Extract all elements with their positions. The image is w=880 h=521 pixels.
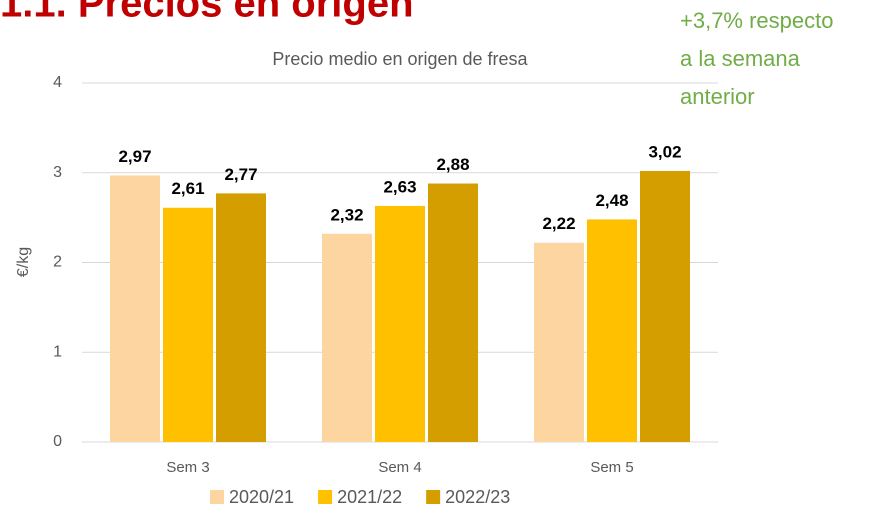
data-label: 2,48: [595, 191, 628, 210]
legend-swatch: [426, 490, 441, 504]
legend-label: 2022/23: [445, 487, 510, 507]
y-tick-label: 1: [53, 343, 62, 360]
data-label: 2,77: [224, 165, 257, 184]
bar: [110, 175, 160, 442]
data-label: 2,63: [383, 177, 416, 196]
bar: [587, 219, 637, 442]
chart-title: Precio medio en origen de fresa: [272, 49, 528, 69]
data-label: 2,61: [171, 179, 204, 198]
x-tick-label: Sem 4: [378, 459, 421, 476]
x-tick-label: Sem 5: [590, 459, 633, 476]
data-label: 2,97: [118, 147, 151, 166]
legend-swatch: [318, 490, 333, 504]
annotation: anterior: [680, 84, 755, 109]
data-label: 2,22: [542, 214, 575, 233]
bar: [534, 242, 584, 442]
bar: [216, 193, 266, 442]
slide-title: 1.1. Precios en origen: [0, 0, 414, 26]
annotation: +3,7% respecto: [680, 8, 833, 33]
bar: [428, 183, 478, 442]
legend-label: 2020/21: [229, 487, 294, 507]
bar: [163, 207, 213, 442]
bar: [640, 170, 690, 442]
y-tick-label: 3: [53, 164, 62, 181]
y-tick-label: 4: [53, 74, 62, 91]
bar: [375, 205, 425, 442]
legend-label: 2021/22: [337, 487, 402, 507]
y-axis-label: €/kg: [15, 247, 32, 277]
y-tick-label: 0: [53, 433, 62, 450]
annotation: a la semana: [680, 46, 801, 71]
bar: [322, 233, 372, 442]
x-tick-label: Sem 3: [166, 459, 209, 476]
y-tick-label: 2: [53, 254, 62, 271]
data-label: 2,32: [330, 205, 363, 224]
legend-swatch: [210, 490, 224, 504]
data-label: 3,02: [648, 142, 681, 161]
data-label: 2,88: [436, 155, 469, 174]
